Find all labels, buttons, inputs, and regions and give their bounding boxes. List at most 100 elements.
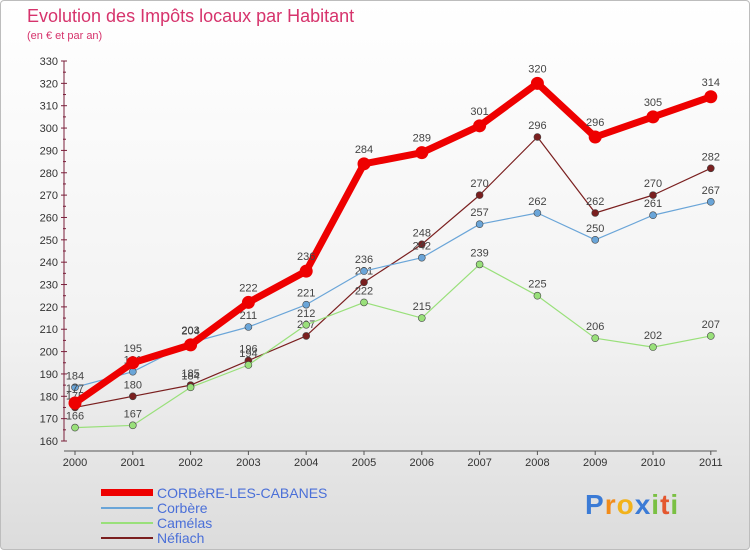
data-label: 185 (181, 368, 199, 380)
data-label: 248 (413, 227, 431, 239)
y-tick-label: 320 (40, 78, 58, 90)
data-label: 282 (702, 151, 720, 163)
y-tick-label: 180 (40, 391, 58, 403)
x-tick-label: 2007 (467, 457, 491, 469)
legend-swatch (101, 521, 153, 524)
x-tick-label: 2008 (525, 457, 549, 469)
data-label: 195 (124, 343, 142, 355)
data-point (415, 146, 429, 160)
data-label: 257 (470, 207, 488, 219)
data-point (360, 298, 368, 307)
data-label: 261 (644, 198, 662, 210)
data-label: 212 (297, 308, 315, 320)
data-label: 194 (239, 348, 257, 360)
series-line (74, 263, 712, 429)
x-tick-label: 2011 (699, 457, 723, 469)
data-point (473, 119, 487, 133)
data-label: 166 (66, 411, 84, 423)
data-point (530, 76, 544, 90)
legend-label: Néfiach (157, 529, 205, 546)
data-point (649, 211, 657, 220)
data-point (126, 356, 140, 370)
data-label: 215 (413, 301, 431, 313)
data-point (360, 267, 368, 275)
data-point (706, 164, 715, 173)
x-tick-label: 2000 (63, 457, 87, 469)
data-point (646, 110, 660, 124)
data-point (591, 236, 600, 244)
data-label: 196 (239, 344, 257, 356)
data-point (302, 320, 311, 329)
data-label: 236 (297, 251, 315, 263)
legend-swatch (101, 489, 153, 496)
x-tick-label: 2009 (583, 457, 607, 469)
y-tick-label: 160 (40, 436, 58, 448)
data-point (244, 323, 253, 331)
series-line (74, 136, 712, 409)
y-tick-label: 260 (40, 212, 58, 224)
data-label: 211 (240, 310, 258, 322)
data-label: 305 (644, 97, 662, 109)
logo-letter: o (616, 489, 635, 520)
legend-item-camelas: Camélas (101, 515, 327, 531)
x-tick-label: 2004 (294, 457, 318, 469)
data-label: 267 (702, 185, 720, 197)
logo-letter: P (585, 489, 605, 520)
data-label: 284 (355, 144, 373, 156)
data-point (129, 392, 137, 401)
data-point (417, 253, 426, 262)
data-point (475, 260, 484, 269)
y-tick-label: 310 (40, 101, 58, 113)
y-tick-label: 190 (40, 369, 58, 381)
series-line (71, 79, 715, 407)
data-label: 301 (470, 106, 488, 118)
data-label: 270 (644, 178, 662, 190)
y-tick-label: 280 (40, 168, 58, 180)
data-label: 222 (239, 282, 257, 294)
data-point (71, 423, 79, 432)
y-tick-label: 210 (40, 324, 58, 336)
data-label: 262 (586, 196, 604, 208)
data-point (129, 421, 137, 430)
data-point (533, 209, 542, 217)
data-point (360, 278, 368, 287)
data-label: 203 (181, 325, 199, 337)
data-point (533, 133, 542, 141)
data-label: 207 (702, 319, 720, 331)
data-point (649, 343, 657, 351)
data-point (357, 157, 371, 171)
data-label: 221 (297, 288, 315, 300)
legend-item-nefiach: Néfiach (101, 529, 327, 546)
data-label: 242 (413, 241, 431, 253)
data-point (71, 383, 79, 392)
data-point (302, 300, 311, 309)
data-point (533, 291, 542, 300)
logo-letter: i (670, 489, 680, 520)
legend: CORBèRE-LES-CABANES Corbère Camélas Néfi… (101, 485, 327, 546)
data-label: 314 (702, 77, 720, 89)
data-label: 239 (470, 247, 488, 259)
data-label: 180 (124, 379, 142, 391)
logo-letter: r (604, 489, 617, 520)
logo-letter: x (634, 489, 652, 520)
data-label: 204 (181, 326, 199, 338)
data-label: 167 (124, 408, 142, 420)
data-point (302, 332, 311, 340)
series-line (74, 201, 712, 388)
logo-letter: i (651, 489, 661, 520)
data-point (649, 191, 657, 199)
data-point (241, 295, 255, 309)
data-label: 262 (528, 196, 546, 208)
data-label: 206 (586, 321, 604, 333)
data-point (184, 338, 198, 352)
y-tick-label: 330 (40, 56, 58, 68)
x-tick-label: 2001 (121, 457, 145, 469)
legend-swatch (101, 536, 153, 539)
legend-label: Corbère (157, 499, 208, 516)
data-point (706, 198, 715, 206)
data-label: 236 (355, 254, 373, 266)
y-tick-label: 250 (40, 235, 58, 247)
y-tick-label: 290 (40, 145, 58, 157)
